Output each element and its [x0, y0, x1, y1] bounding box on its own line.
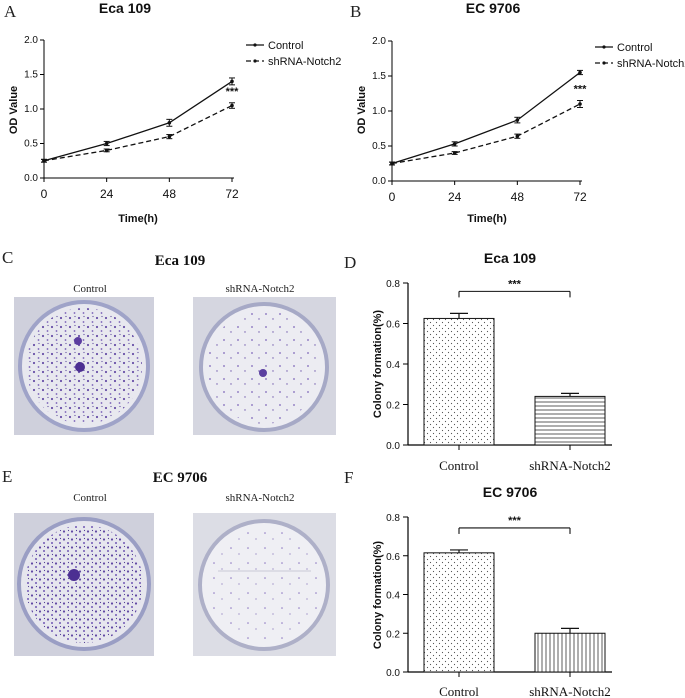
- chart-b-legend-label: Control: [617, 42, 652, 54]
- chart-f-y-tick-label: 0.8: [386, 513, 400, 524]
- chart-b-y-label: OD Value: [356, 86, 368, 134]
- colony-dish-photo: [14, 297, 154, 435]
- chart-b-title: EC 9706: [466, 0, 521, 16]
- chart-b-x-tick-label: 72: [573, 190, 587, 204]
- colony-dish-photo: [193, 297, 336, 435]
- chart-d-bar: [423, 317, 495, 446]
- chart-a-x-tick-label: 0: [41, 187, 48, 201]
- panel-letter-b: B: [350, 2, 362, 21]
- panel-letter-f: F: [344, 468, 354, 487]
- chart-b-x-tick-label: 48: [511, 190, 525, 204]
- chart-b-series-line: [391, 71, 581, 165]
- chart-b-data-point: [515, 118, 520, 122]
- panel-letter-a: A: [4, 2, 17, 21]
- chart-f-bar: [423, 552, 495, 673]
- chart-b-data-point: [515, 134, 520, 138]
- panel-e-knockdown-label: shRNA-Notch2: [225, 492, 295, 504]
- chart-a-data-point: [230, 103, 234, 108]
- chart-b-y-tick-label: 1.0: [372, 106, 386, 117]
- panel-e-control-label: Control: [73, 492, 107, 504]
- chart-d-title: Eca 109: [484, 250, 536, 266]
- chart-a-x-tick-label: 24: [100, 187, 114, 201]
- chart-a-data-point: [104, 148, 109, 153]
- colony-dish-photo: [14, 513, 154, 656]
- chart-b-data-point: [452, 142, 457, 146]
- chart-a-legend-label: shRNA-Notch2: [268, 56, 341, 68]
- chart-a-data-point: [42, 158, 46, 163]
- chart-d-bar: [534, 395, 606, 446]
- chart-a-legend-marker: [253, 43, 257, 47]
- chart-a-legend-marker: [253, 59, 257, 63]
- chart-d-y-label: Colony formation(%): [372, 310, 384, 418]
- chart-f-category-label: Control: [439, 684, 479, 698]
- chart-a-y-label: OD Value: [8, 86, 20, 134]
- chart-a-legend-label: Control: [268, 40, 303, 52]
- chart-a-y-tick-label: 2.0: [24, 35, 38, 46]
- chart-a-title: Eca 109: [99, 0, 151, 16]
- chart-a-data-point: [167, 121, 172, 125]
- chart-d-y-tick-label: 0.2: [386, 401, 400, 412]
- chart-f-y-label: Colony formation(%): [372, 541, 384, 649]
- chart-d-significance: ***: [508, 278, 522, 290]
- panel-letter-d: D: [344, 253, 357, 272]
- chart-b-y-tick-label: 0.5: [372, 141, 386, 152]
- chart-f-y-tick-label: 0.6: [386, 552, 400, 563]
- chart-a-significance: ***: [226, 86, 240, 98]
- chart-d-y-tick-label: 0.8: [386, 279, 400, 290]
- panel-letter-e: E: [2, 467, 13, 486]
- chart-a-data-point: [167, 134, 172, 139]
- chart-a-series-line: [43, 80, 233, 162]
- chart-d-category-label: Control: [439, 458, 479, 473]
- chart-b-x-tick-label: 0: [389, 190, 396, 204]
- chart-a-series-line: [43, 104, 233, 162]
- chart-b-data-point: [578, 70, 582, 75]
- colony-dish-photo: [193, 513, 336, 656]
- panel-c-title: Eca 109: [154, 253, 206, 269]
- chart-f-bar: [534, 632, 606, 673]
- panel-letter-c: C: [2, 248, 14, 267]
- chart-b-x-tick-label: 24: [448, 190, 462, 204]
- chart-f-significance: ***: [508, 515, 522, 527]
- chart-a-y-tick-label: 1.5: [24, 70, 38, 81]
- chart-b-legend-marker: [602, 45, 606, 49]
- chart-b-data-point: [452, 151, 457, 155]
- chart-b-legend-label: shRNA-Notch2: [617, 58, 685, 70]
- panel-c-control-label: Control: [73, 283, 107, 295]
- chart-a-data-point: [230, 79, 234, 84]
- chart-f-category-label: shRNA-Notch2: [529, 684, 611, 698]
- chart-b-y-tick-label: 1.5: [372, 71, 386, 82]
- chart-b-series-line: [391, 103, 581, 165]
- chart-f-y-tick-label: 0.4: [386, 591, 400, 602]
- chart-a-y-tick-label: 1.0: [24, 104, 38, 115]
- panel-e-title: EC 9706: [152, 470, 208, 486]
- chart-d-y-tick-label: 0.0: [386, 441, 400, 452]
- chart-a-data-point: [104, 141, 109, 146]
- panel-c-knockdown-label: shRNA-Notch2: [225, 283, 295, 295]
- chart-b-significance: ***: [574, 84, 588, 96]
- chart-b-y-tick-label: 2.0: [372, 36, 386, 47]
- chart-b-y-tick-label: 0.0: [372, 176, 386, 187]
- chart-d-y-tick-label: 0.6: [386, 320, 400, 331]
- chart-f-title: EC 9706: [483, 484, 538, 500]
- chart-b-data-point: [578, 102, 582, 106]
- chart-a-x-tick-label: 72: [225, 187, 239, 201]
- chart-a-x-tick-label: 48: [163, 187, 177, 201]
- chart-d-category-label: shRNA-Notch2: [529, 458, 611, 473]
- chart-d-y-tick-label: 0.4: [386, 360, 400, 371]
- chart-b-data-point: [390, 161, 394, 166]
- chart-a-y-tick-label: 0.0: [24, 173, 38, 184]
- chart-b-x-label: Time(h): [467, 213, 507, 225]
- chart-b-legend-marker: [602, 61, 606, 65]
- chart-f-y-tick-label: 0.0: [386, 668, 400, 679]
- chart-f-y-tick-label: 0.2: [386, 629, 400, 640]
- chart-a-x-label: Time(h): [118, 213, 158, 225]
- chart-a-y-tick-label: 0.5: [24, 139, 38, 150]
